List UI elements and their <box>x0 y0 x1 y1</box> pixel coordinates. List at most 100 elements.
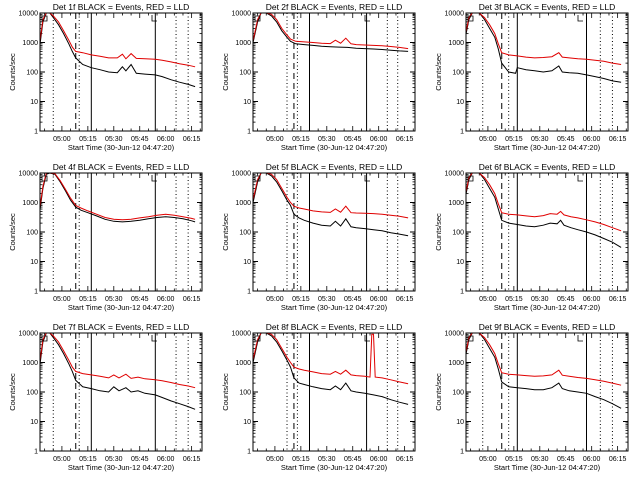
x-tick-label: 05:15 <box>292 296 310 303</box>
y-tick-label: 10 <box>30 259 38 266</box>
detector-panel-8: Det 8f BLACK = Events, RED = LLD 1 10 100 10… <box>221 322 416 472</box>
panel-title: Det 8f BLACK = Events, RED = LLD <box>266 322 403 332</box>
y-tick-label: 1000 <box>22 40 38 47</box>
x-tick-label: 05:00 <box>479 296 497 303</box>
x-tick-label: 05:30 <box>318 456 336 463</box>
x-tick-label: 05:45 <box>131 296 149 303</box>
y-tick-label: 10000 <box>445 331 465 338</box>
y-axis-label: Counts/sec <box>221 373 230 411</box>
plot-frame <box>39 172 203 292</box>
x-tick-label: 06:00 <box>370 456 388 463</box>
series-line-lld <box>253 13 409 50</box>
x-axis-label: Start Time (30-Jun-12 04:47:20) <box>281 143 388 152</box>
corner-marker-right <box>364 15 370 22</box>
x-axis-label: Start Time (30-Jun-12 04:47:20) <box>68 303 175 312</box>
y-tick-label: 100 <box>239 230 251 237</box>
y-tick-label: 1 <box>460 449 464 456</box>
x-tick-label: 06:00 <box>583 296 601 303</box>
panel-title: Det 7f BLACK = Events, RED = LLD <box>53 322 190 332</box>
x-tick-label: 05:00 <box>479 456 497 463</box>
corner-marker-right <box>577 15 583 22</box>
y-tick-label: 100 <box>452 390 464 397</box>
x-tick-label: 05:30 <box>105 296 123 303</box>
y-tick-label: 1 <box>247 289 251 296</box>
y-axis-label: Counts/sec <box>434 53 443 91</box>
y-tick-label: 10 <box>456 99 464 106</box>
x-tick-label: 05:45 <box>344 296 362 303</box>
panel-title: Det 5f BLACK = Events, RED = LLD <box>266 162 403 172</box>
x-tick-label: 06:15 <box>183 136 201 143</box>
x-tick-label: 05:00 <box>266 296 284 303</box>
plot-frame <box>252 172 416 292</box>
y-axis-label: Counts/sec <box>434 373 443 411</box>
x-tick-label: 05:45 <box>557 136 575 143</box>
detector-panel-3: Det 3f BLACK = Events, RED = LLD 1 10 100 10… <box>434 2 629 152</box>
x-tick-label: 05:15 <box>79 296 97 303</box>
corner-marker-right <box>364 335 370 342</box>
x-tick-label: 06:15 <box>396 296 414 303</box>
corner-marker-left <box>41 175 48 182</box>
series-line-lld <box>40 13 196 68</box>
corner-marker-left <box>467 175 474 182</box>
x-tick-label: 06:15 <box>396 456 414 463</box>
y-tick-label: 1 <box>247 129 251 136</box>
x-tick-label: 06:00 <box>157 296 175 303</box>
y-tick-label: 10000 <box>19 11 39 18</box>
x-tick-label: 05:45 <box>131 456 149 463</box>
x-tick-label: 05:45 <box>557 296 575 303</box>
y-tick-label: 100 <box>239 70 251 77</box>
x-tick-label: 05:30 <box>318 136 336 143</box>
y-tick-label: 100 <box>26 390 38 397</box>
x-axis-label: Start Time (30-Jun-12 04:47:20) <box>68 143 175 152</box>
x-tick-label: 05:30 <box>105 456 123 463</box>
y-axis-label: Counts/sec <box>8 53 17 91</box>
x-tick-label: 05:00 <box>479 136 497 143</box>
plot-frame <box>39 332 203 452</box>
y-tick-label: 10000 <box>232 171 252 178</box>
x-tick-label: 06:15 <box>183 456 201 463</box>
detector-panel-6: Det 6f BLACK = Events, RED = LLD 1 10 100 10… <box>434 162 629 312</box>
y-tick-label: 10 <box>30 419 38 426</box>
panel-title: Det 9f BLACK = Events, RED = LLD <box>479 322 616 332</box>
x-tick-label: 05:30 <box>531 136 549 143</box>
y-tick-label: 10000 <box>445 171 465 178</box>
x-tick-label: 06:00 <box>157 136 175 143</box>
y-tick-label: 10000 <box>19 331 39 338</box>
corner-marker-left <box>41 15 48 22</box>
plot-frame <box>252 332 416 452</box>
corner-marker-right <box>577 335 583 342</box>
x-tick-label: 05:45 <box>344 136 362 143</box>
y-tick-label: 1 <box>247 449 251 456</box>
corner-marker-right <box>151 15 157 22</box>
corner-marker-left <box>467 335 474 342</box>
x-tick-label: 06:15 <box>609 296 627 303</box>
series-line-events <box>253 173 409 237</box>
series-line-lld <box>253 173 409 219</box>
y-tick-label: 1 <box>460 289 464 296</box>
series-line-events <box>253 13 409 52</box>
x-tick-label: 06:15 <box>609 136 627 143</box>
plot-frame <box>252 12 416 132</box>
detector-panel-9: Det 9f BLACK = Events, RED = LLD 1 10 100 10… <box>434 322 629 472</box>
corner-marker-right <box>364 175 370 182</box>
x-tick-label: 05:30 <box>531 456 549 463</box>
x-axis-label: Start Time (30-Jun-12 04:47:20) <box>281 463 388 472</box>
plot-frame <box>39 12 203 132</box>
x-tick-label: 05:45 <box>557 456 575 463</box>
x-tick-label: 05:15 <box>292 136 310 143</box>
y-tick-label: 10000 <box>232 331 252 338</box>
y-tick-label: 10000 <box>19 171 39 178</box>
corner-marker-left <box>254 15 261 22</box>
x-tick-label: 06:00 <box>157 456 175 463</box>
panel-title: Det 3f BLACK = Events, RED = LLD <box>479 2 616 12</box>
y-tick-label: 10 <box>456 259 464 266</box>
series-line-lld <box>253 333 409 385</box>
x-tick-label: 05:45 <box>344 456 362 463</box>
y-tick-label: 1000 <box>235 200 251 207</box>
x-axis-label: Start Time (30-Jun-12 04:47:20) <box>281 303 388 312</box>
y-tick-label: 1 <box>460 129 464 136</box>
x-tick-label: 06:15 <box>183 296 201 303</box>
y-tick-label: 10 <box>243 99 251 106</box>
y-tick-label: 1000 <box>235 40 251 47</box>
corner-marker-right <box>151 335 157 342</box>
